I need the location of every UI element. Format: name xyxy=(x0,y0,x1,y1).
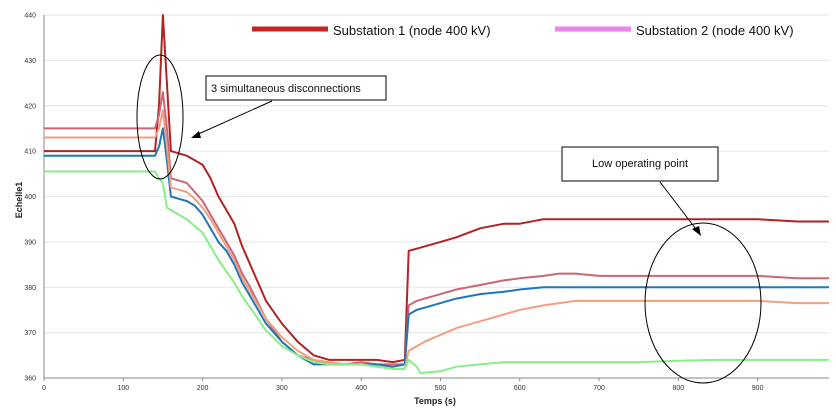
x-tick-label: 700 xyxy=(593,385,605,392)
y-tick-label: 390 xyxy=(24,239,36,246)
y-tick-label: 440 xyxy=(24,13,36,20)
legend-label-1: Substation 1 (node 400 kV) xyxy=(333,23,491,38)
y-axis-title: Echelle1 xyxy=(14,182,24,219)
x-tick-label: 100 xyxy=(117,385,129,392)
series-layer xyxy=(44,14,829,375)
y-tick-label: 410 xyxy=(24,149,36,156)
grid-layer xyxy=(44,14,829,379)
series-line-5 xyxy=(44,170,829,375)
legend-label-2: Substation 2 (node 400 kV) xyxy=(636,23,794,38)
disconnection-ellipse xyxy=(136,54,184,180)
x-axis-title: Temps (s) xyxy=(414,396,456,406)
disconnection-arrow-head xyxy=(191,131,201,138)
disconnection-arrow-line xyxy=(193,100,273,137)
x-tick-label: 0 xyxy=(42,385,46,392)
axis-layer: 360 370 380 390 400 410 420 430 440 0 100 200 300 400… xyxy=(24,13,829,392)
x-tick-label: 500 xyxy=(435,385,447,392)
y-tick-label: 400 xyxy=(24,194,36,201)
low-point-callout-box xyxy=(561,146,719,182)
series-line-2 xyxy=(44,91,829,366)
y-tick-label: 430 xyxy=(24,58,36,65)
low-point-callout-text: Low operating point xyxy=(592,158,688,170)
legend: Substation 1 (node 400 kV) Substation 2 (… xyxy=(252,23,794,38)
x-tick-label: 900 xyxy=(752,385,764,392)
disconnection-callout-text: 3 simultaneous disconnections xyxy=(211,83,361,95)
x-tick-label: 400 xyxy=(355,385,367,392)
y-tick-label: 370 xyxy=(24,330,36,337)
low-point-arrow-head xyxy=(692,226,701,236)
series-line-1 xyxy=(44,14,829,364)
y-tick-label: 380 xyxy=(24,285,36,292)
low-point-ellipse xyxy=(644,222,762,384)
x-tick-label: 300 xyxy=(276,385,288,392)
y-tick-label: 360 xyxy=(24,376,36,383)
y-tick-label: 420 xyxy=(24,103,36,110)
x-tick-label: 200 xyxy=(197,385,209,392)
disconnection-callout-box xyxy=(205,75,387,101)
x-tick-label: 600 xyxy=(514,385,526,392)
annotation-layer: 3 simultaneous disconnections Low operati… xyxy=(136,54,762,384)
x-tick-label: 800 xyxy=(672,385,684,392)
